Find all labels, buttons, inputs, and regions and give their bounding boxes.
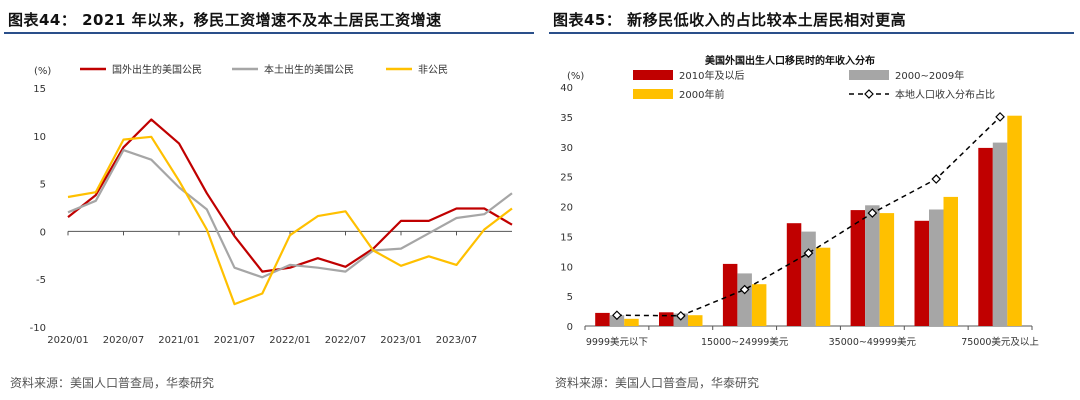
right-x-category-label: 15000~24999美元 [701,336,789,348]
right-bar-3 [688,315,703,326]
right-y-unit-label: (%) [567,71,584,82]
right-y-tick-label: 25 [560,173,573,184]
right-bar-3 [1007,115,1022,326]
right-y-tick-label: 20 [560,203,573,214]
left-x-tick-label: 2023/01 [380,335,422,346]
left-series-line-3 [67,135,513,306]
left-line-chart: (%) -10 -5 0 5 10 15 2020/01 2020/07 2021/01 2021/… [30,63,513,346]
left-x-tick-label: 2022/07 [325,335,367,346]
right-bar-3 [815,247,831,326]
right-bar-chart: 美国外国出生人口移民时的年收入分布 (%) 0 5 10 15 20 25 30 35 40 9999… [560,54,1039,348]
left-figure-title: 图表44： 2021 年以来，移民工资增速不及本土居民工资增速 [8,11,442,29]
right-bar-2 [801,231,816,326]
left-y-tick-label: 0 [40,227,46,238]
left-figure: 图表44： 2021 年以来，移民工资增速不及本土居民工资增速 (%) -10 -5… [4,11,534,390]
left-legend-label: 国外出生的美国公民 [112,63,202,76]
right-figure-title: 图表45： 新移民低收入的占比较本土居民相对更高 [553,11,907,29]
right-y-tick-label: 10 [560,262,573,273]
right-line-marker [739,284,750,295]
left-y-tick-label: 5 [40,180,46,191]
right-legend-swatch [633,70,673,80]
right-legend-marker [864,89,874,99]
right-line-marker [931,174,942,184]
right-bar-2 [737,273,752,326]
left-title-rule [4,32,534,34]
right-bar-1 [659,312,674,326]
right-line-marker [867,208,878,218]
right-y-tick-label: 35 [560,113,573,124]
left-x-tick-label: 2020/01 [47,335,89,346]
left-series-line-2 [67,149,513,279]
right-line-marker [803,248,814,258]
left-legend-label: 本土出生的美国公民 [264,63,354,76]
right-legend-swatch [633,89,673,99]
left-y-tick-label: -5 [36,275,46,286]
left-x-tick-label: 2021/07 [214,335,256,346]
left-x-tick-label: 2021/01 [158,335,200,346]
right-bar-1 [850,210,866,326]
right-x-category-label: 9999美元以下 [586,336,648,348]
right-x-category-label: 35000~49999美元 [829,336,917,348]
right-y-tick-label: 40 [560,83,573,94]
left-y-tick-label: -10 [30,323,46,334]
right-bar-1 [786,223,802,326]
right-bar-3 [751,284,767,326]
left-y-unit-label: (%) [34,66,51,77]
right-y-tick-label: 30 [560,143,573,154]
right-line-marker [675,310,686,321]
right-bar-2 [992,142,1008,326]
right-bar-3 [624,318,639,326]
right-legend-swatch [849,70,889,80]
right-bar-2 [929,209,944,326]
left-x-tick-label: 2022/01 [269,335,311,346]
left-y-tick-label: 10 [33,132,46,143]
right-x-category-label: 75000美元及以上 [961,336,1039,348]
right-chart-title: 美国外国出生人口移民时的年收入分布 [705,54,875,67]
left-x-tick-label: 2023/07 [436,335,478,346]
right-y-tick-label: 15 [560,232,573,243]
right-y-tick-label: 0 [567,322,573,333]
right-y-tick-label: 5 [567,292,573,303]
left-legend-label: 非公民 [418,64,448,76]
right-legend-label: 本地人口收入分布占比 [895,88,995,101]
right-legend-label: 2010年及以后 [679,69,744,82]
right-line-marker [612,310,622,321]
left-x-tick-label: 2020/07 [103,335,145,346]
right-bar-1 [978,147,993,326]
right-bar-3 [879,213,895,326]
right-legend-label: 2000~2009年 [895,69,964,82]
right-bar-3 [943,196,958,326]
right-line-marker [995,112,1005,122]
left-source-note: 资料来源：美国人口普查局，华泰研究 [10,376,215,390]
right-bar-2 [865,205,880,326]
right-bar-1 [914,220,929,326]
right-source-note: 资料来源：美国人口普查局，华泰研究 [555,376,760,390]
right-bar-2 [609,315,625,326]
right-legend-label: 2000年前 [679,88,724,101]
right-title-rule [549,32,1074,34]
left-series-line-1 [67,118,513,273]
right-figure: 图表45： 新移民低收入的占比较本土居民相对更高 美国外国出生人口移民时的年收入… [545,0,1080,400]
left-y-tick-label: 15 [33,84,46,95]
right-bar-1 [595,312,610,326]
